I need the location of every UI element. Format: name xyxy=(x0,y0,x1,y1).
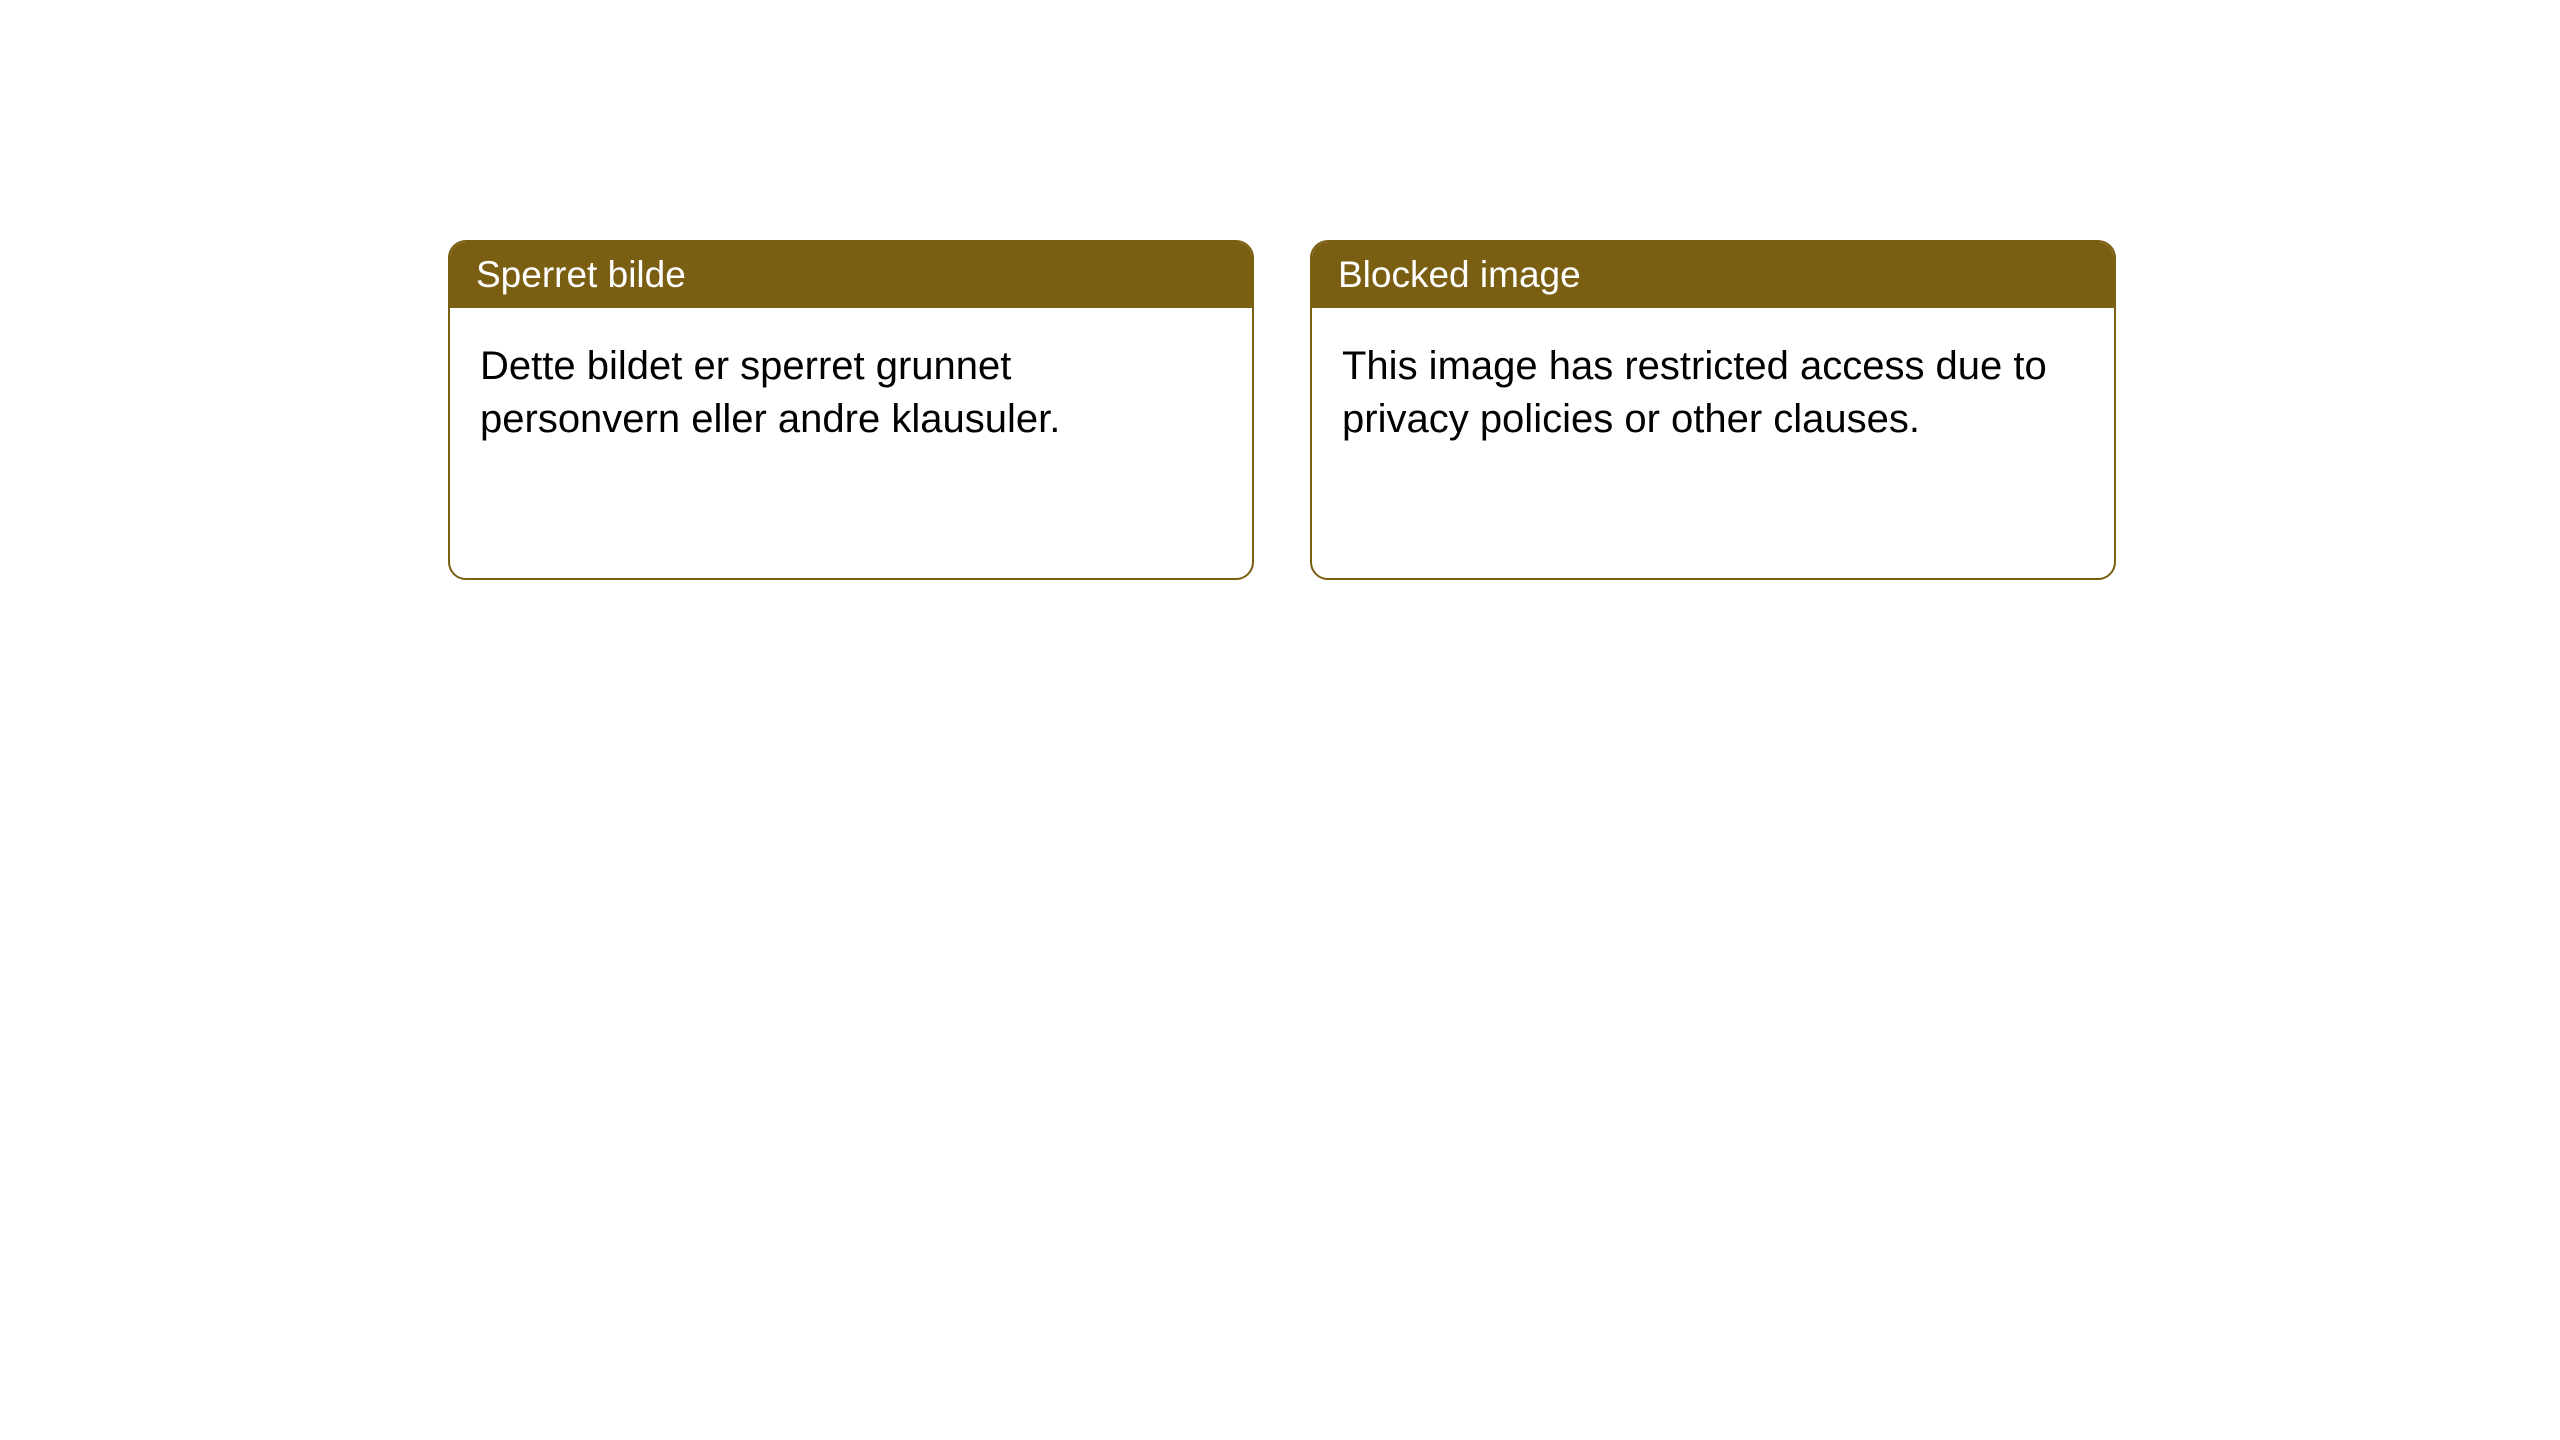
notice-card-en: Blocked image This image has restricted … xyxy=(1310,240,2116,580)
notice-header-en: Blocked image xyxy=(1312,242,2114,308)
notice-card-no: Sperret bilde Dette bildet er sperret gr… xyxy=(448,240,1254,580)
notice-header-no: Sperret bilde xyxy=(450,242,1252,308)
notice-container: Sperret bilde Dette bildet er sperret gr… xyxy=(0,0,2560,580)
notice-body-no: Dette bildet er sperret grunnet personve… xyxy=(450,308,1252,578)
notice-body-en: This image has restricted access due to … xyxy=(1312,308,2114,578)
